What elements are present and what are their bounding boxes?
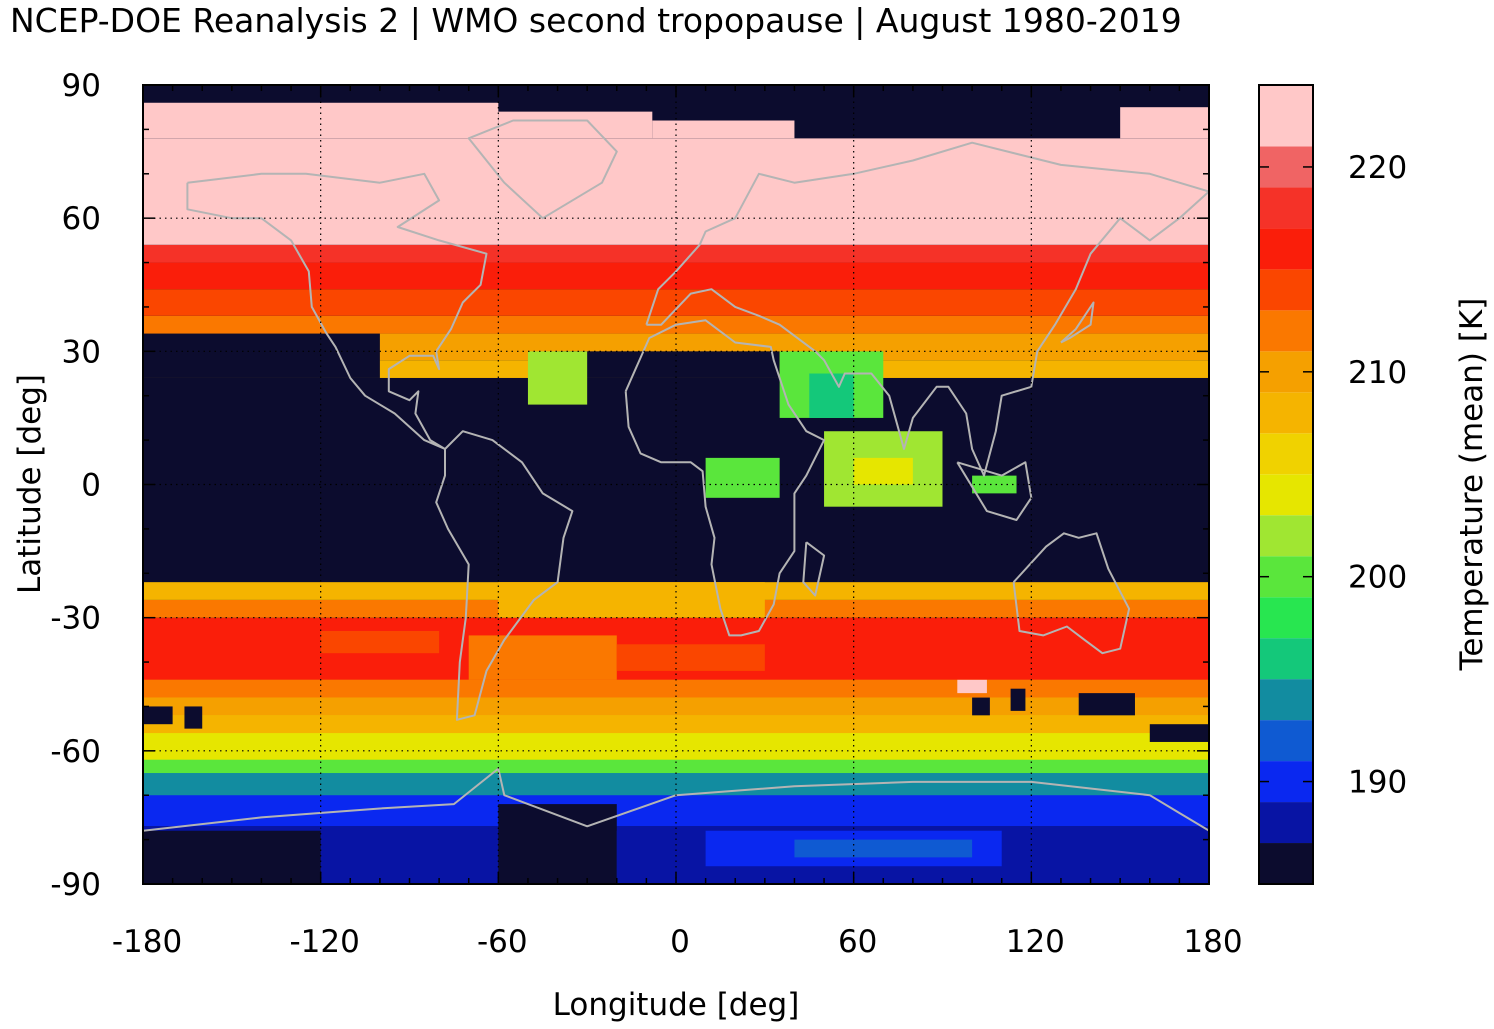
- colorbar-bin-13: [1259, 310, 1313, 352]
- chart-title: NCEP-DOE Reanalysis 2 | WMO second tropo…: [10, 1, 1182, 40]
- y-tick-label: -90: [50, 867, 101, 903]
- heatmap-cell-13: [143, 697, 1209, 716]
- heatmap-cell-43: [972, 475, 1017, 494]
- colorbar-bin-0: [1259, 843, 1313, 884]
- colorbar-ticks: 190 200 210 220: [1259, 150, 1407, 801]
- heatmap-cell-37: [527, 351, 588, 405]
- heatmap-cell-29: [143, 138, 1209, 245]
- heatmap-cell-21: [498, 582, 765, 618]
- heatmap-cell-41: [853, 457, 913, 485]
- colorbar-tick-label: 190: [1348, 765, 1407, 801]
- heatmap-cell-32: [498, 111, 653, 139]
- coastline-9: [1060, 301, 1095, 344]
- colorbar-bin-8: [1259, 515, 1313, 557]
- coastline-overlay: [143, 119, 1209, 832]
- colorbar-bin-1: [1259, 802, 1313, 844]
- heatmap-cell-18: [616, 644, 765, 671]
- coastline-0: [186, 172, 488, 450]
- coastline-7: [802, 541, 826, 597]
- colorbar-bin-9: [1259, 474, 1313, 516]
- coastline-3: [624, 319, 826, 637]
- y-axis-label: Latitude [deg]: [12, 374, 48, 594]
- colorbar-tick-label: 200: [1348, 560, 1407, 596]
- colorbar-bin-11: [1259, 392, 1313, 434]
- colorbar-bin-6: [1259, 597, 1313, 639]
- heatmap-cell-42: [705, 457, 780, 498]
- heatmap-cell-7: [498, 804, 617, 884]
- heatmap-cell-49: [1149, 724, 1209, 742]
- plot-frame: [142, 84, 1210, 885]
- heatmap-cell-45: [184, 706, 203, 729]
- heatmap-cell-28: [143, 244, 1209, 263]
- heatmap-cell-31: [143, 102, 499, 139]
- heatmap-cell-10: [794, 839, 973, 858]
- colorbar-frame: [1258, 84, 1314, 885]
- x-tick-label: -180: [112, 924, 182, 960]
- x-tick-label: 60: [838, 924, 877, 960]
- heatmap-cell-39: [809, 373, 854, 418]
- heatmap-cell-11: [143, 733, 1209, 751]
- heatmap-cell-22: [957, 679, 987, 694]
- y-tick-label: 60: [62, 201, 101, 237]
- colorbar-tick-label: 210: [1348, 355, 1407, 391]
- colorbar-bin-3: [1259, 720, 1313, 762]
- colorbar: [1259, 85, 1313, 884]
- heatmap-cell-4: [143, 795, 1209, 827]
- coastline-4: [1012, 532, 1131, 655]
- colorbar-bin-16: [1259, 187, 1313, 229]
- coastline-1: [435, 430, 574, 721]
- y-tick-label: 30: [62, 334, 101, 370]
- x-tick-label: 120: [1006, 924, 1065, 960]
- colorbar-bin-10: [1259, 433, 1313, 475]
- colorbar-bin-15: [1259, 228, 1313, 270]
- heatmap-cell-46: [972, 697, 990, 716]
- heatmap-cell-34: [1120, 107, 1209, 139]
- x-axis-ticks: -180 -120 -60 0 60 120 180: [112, 924, 1243, 960]
- colorbar-bin-14: [1259, 269, 1313, 311]
- y-tick-label: -30: [50, 601, 101, 637]
- coastline-5: [467, 119, 618, 220]
- y-tick-label: -60: [50, 734, 101, 770]
- x-tick-label: 0: [670, 924, 690, 960]
- heatmap-cell-14: [143, 679, 1209, 698]
- heatmap-cell-47: [1010, 688, 1026, 711]
- y-tick-label: 90: [62, 68, 101, 104]
- x-tick-label: -120: [289, 924, 359, 960]
- colorbar-label: Temperature (mean) [K]: [1454, 298, 1490, 672]
- x-axis-label: Longitude [deg]: [553, 987, 800, 1023]
- colorbar-bin-5: [1259, 638, 1313, 680]
- colorbar-tick-label: 220: [1348, 150, 1407, 186]
- y-tick-label: 0: [81, 468, 101, 504]
- coastline-2: [645, 141, 1209, 477]
- heatmap-cell-17: [468, 635, 617, 680]
- colorbar-bin-18: [1259, 85, 1313, 147]
- heatmap-cell-36: [557, 351, 780, 378]
- heatmap-cell-48: [1078, 693, 1135, 716]
- heatmap-cell-33: [652, 120, 795, 139]
- heatmap-cell-35: [143, 333, 380, 378]
- x-tick-label: 180: [1183, 924, 1242, 960]
- colorbar-bin-4: [1259, 679, 1313, 721]
- x-tick-label: -60: [477, 924, 528, 960]
- y-axis-ticks: -90 -60 -30 0 30 60 90: [50, 68, 101, 903]
- coastline-6: [143, 767, 1209, 832]
- heatmap-cell-16: [320, 630, 440, 654]
- heatmap-cell-6: [143, 830, 321, 884]
- heatmap-cell-44: [143, 706, 173, 725]
